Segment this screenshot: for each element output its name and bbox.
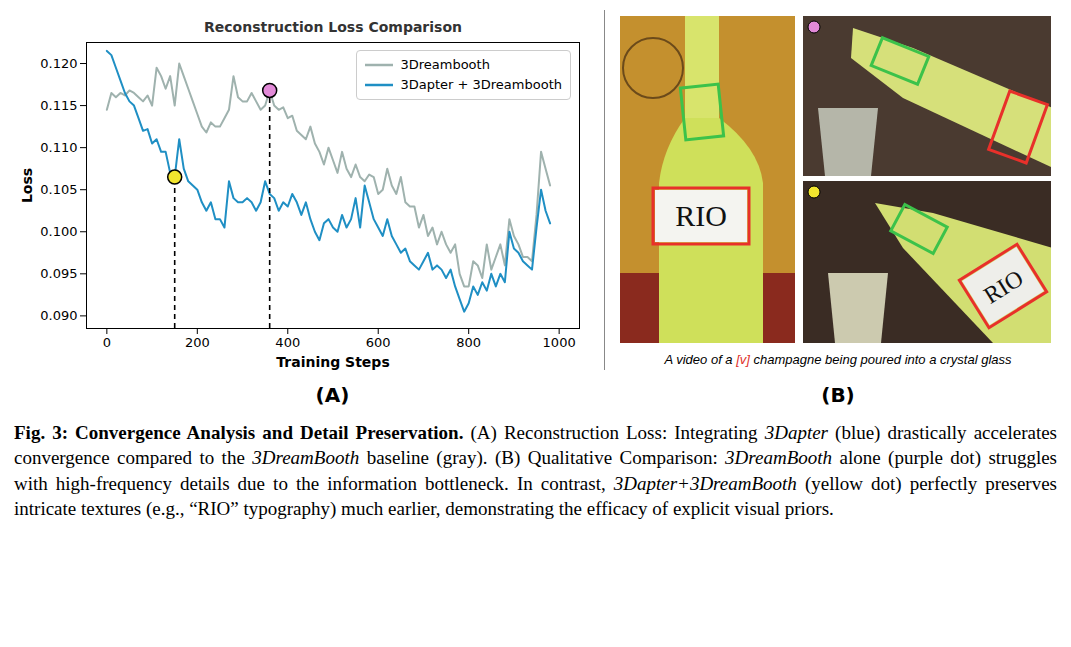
svg-text:RIO: RIO bbox=[675, 199, 727, 232]
svg-text:0.100: 0.100 bbox=[40, 224, 77, 239]
svg-text:600: 600 bbox=[366, 335, 391, 350]
svg-text:0: 0 bbox=[103, 335, 111, 350]
svg-text:0.090: 0.090 bbox=[40, 308, 77, 323]
svg-text:0.115: 0.115 bbox=[40, 98, 77, 113]
svg-text:A video of a [v] champagne bei: A video of a [v] champagne being poured … bbox=[663, 352, 1012, 367]
html-text:Fig. 3: Convergence Analysis a: Fig. 3: Convergence Analysis and Detail … bbox=[14, 422, 1057, 519]
svg-text:Loss: Loss bbox=[19, 168, 35, 203]
svg-text:200: 200 bbox=[185, 335, 210, 350]
html-text:3Dapter + 3Dreambooth: 3Dapter + 3Dreambooth bbox=[400, 77, 562, 92]
svg-text:0.110: 0.110 bbox=[40, 140, 77, 155]
svg-text:0.120: 0.120 bbox=[40, 56, 77, 71]
svg-text:1000: 1000 bbox=[543, 335, 576, 350]
svg-text:RIO: RIO bbox=[979, 265, 1028, 309]
svg-text:Training Steps: Training Steps bbox=[276, 354, 389, 370]
svg-text:400: 400 bbox=[275, 335, 300, 350]
svg-text:0.095: 0.095 bbox=[40, 266, 77, 281]
svg-text:Reconstruction Loss Comparison: Reconstruction Loss Comparison bbox=[204, 19, 462, 35]
svg-text:800: 800 bbox=[456, 335, 481, 350]
svg-text:0.105: 0.105 bbox=[40, 182, 77, 197]
html-text:(B): (B) bbox=[821, 383, 855, 407]
html-text:(A): (A) bbox=[315, 383, 350, 407]
html-text:3Dreambooth: 3Dreambooth bbox=[400, 57, 490, 72]
